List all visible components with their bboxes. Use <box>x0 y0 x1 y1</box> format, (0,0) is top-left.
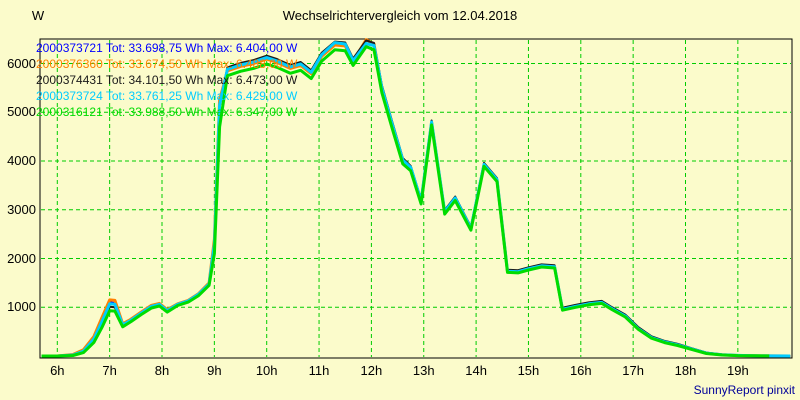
x-tick-label: 12h <box>360 363 383 378</box>
x-tick-label: 15h <box>517 363 540 378</box>
x-tick-label: 17h <box>622 363 644 378</box>
x-tick-label: 6h <box>50 363 65 378</box>
y-axis-unit-label: W <box>31 8 45 23</box>
y-tick-label: 1000 <box>7 299 36 315</box>
footer-credit: SunnyReport pinxit <box>693 383 795 397</box>
legend-item: 2000373721 Tot: 33.698,75 Wh Max: 6.404,… <box>36 41 298 55</box>
y-tick-label: 4000 <box>7 153 36 168</box>
series-2000316121 <box>41 45 770 358</box>
y-tick-label: 2000 <box>7 250 36 266</box>
legend: 2000373721 Tot: 33.698,75 Wh Max: 6.404,… <box>36 40 297 120</box>
legend-item: 2000374431 Tot: 34.101,50 Wh Max: 6.473,… <box>36 73 298 87</box>
x-tick-label: 7h <box>102 363 117 378</box>
x-tick-label: 16h <box>569 363 592 378</box>
y-tick-label: 5000 <box>7 104 36 120</box>
x-tick-label: 13h <box>412 363 435 378</box>
legend-item: 2000376360 Tot: 33.674,50 Wh Max: 6.488,… <box>36 57 298 71</box>
legend-item: 2000373724 Tot: 33.761,25 Wh Max: 6.429,… <box>36 89 298 103</box>
x-tick-label: 10h <box>255 363 278 378</box>
x-tick-label: 9h <box>207 363 222 378</box>
x-tick-label: 18h <box>674 363 697 378</box>
chart-title: Wechselrichtervergleich vom 12.04.2018 <box>282 8 518 23</box>
y-tick-label: 3000 <box>7 201 36 217</box>
x-tick-label: 8h <box>154 363 170 378</box>
y-tick-label: 6000 <box>7 55 36 71</box>
legend-item: 2000316121 Tot: 33.988,50 Wh Max: 6.347,… <box>36 105 298 119</box>
x-tick-label: 14h <box>465 363 487 378</box>
x-tick-label: 19h <box>726 363 749 378</box>
x-tick-label: 11h <box>308 363 330 378</box>
